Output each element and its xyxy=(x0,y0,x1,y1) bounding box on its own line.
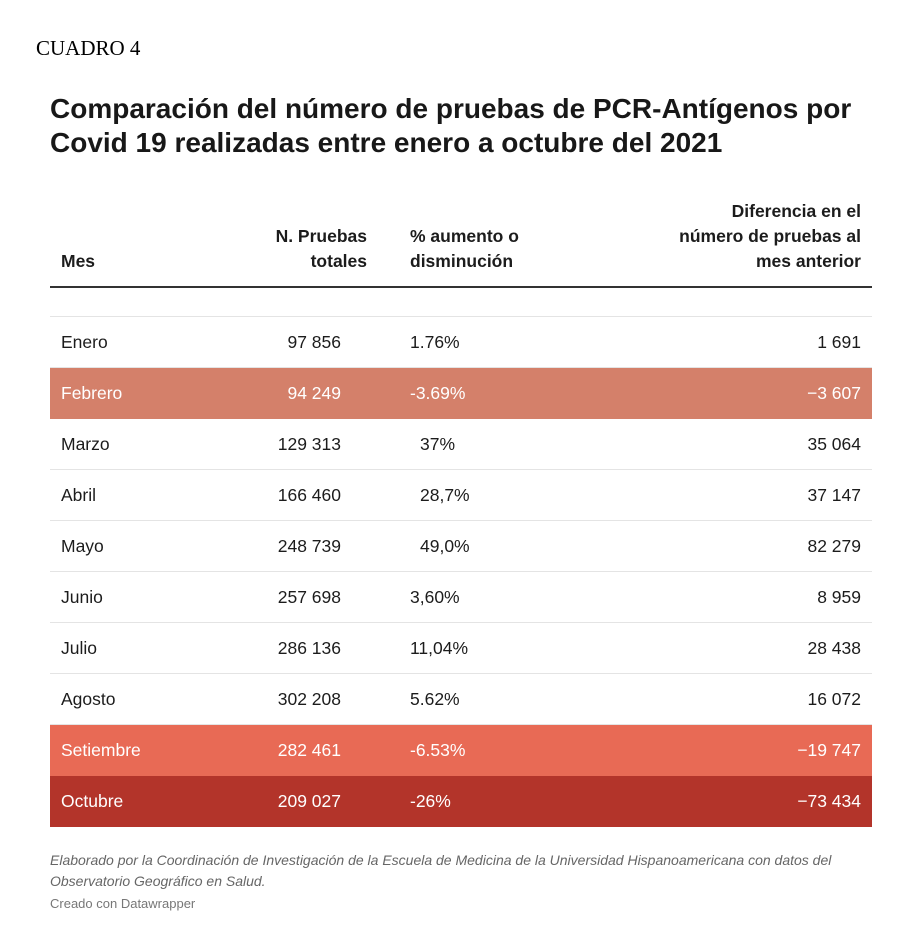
cell-pruebas: 97 856 xyxy=(287,332,341,352)
header-dif-line2: número de pruebas al xyxy=(679,226,861,246)
cell-pruebas: 129 313 xyxy=(277,434,341,454)
header-diferencia: Diferencia en el número de pruebas al me… xyxy=(601,199,861,274)
credit-text: Creado con Datawrapper xyxy=(50,896,196,911)
cell-mes: Enero xyxy=(61,332,108,352)
cell-pct: 5.62% xyxy=(410,689,460,709)
table-row: Marzo 129 313 37% 35 064 xyxy=(50,419,872,470)
cell-diferencia: 37 147 xyxy=(807,485,861,505)
cell-diferencia: 1 691 xyxy=(817,332,861,352)
cell-pct: 3,60% xyxy=(410,587,460,607)
table-body: Enero 97 856 1.76% 1 691 Febrero 94 249 -3.69%… xyxy=(50,317,872,827)
table-row: Julio 286 136 11,04% 28 438 xyxy=(50,623,872,674)
header-dif-line1: Diferencia en el xyxy=(731,201,861,221)
cell-pruebas: 209 027 xyxy=(277,791,341,811)
cell-mes: Agosto xyxy=(61,689,116,709)
cell-pct: 11,04% xyxy=(410,638,469,658)
header-pct-line1: % aumento o xyxy=(410,226,519,246)
cell-diferencia: −73 434 xyxy=(797,791,861,811)
table-row: Junio 257 698 3,60% 8 959 xyxy=(50,572,872,623)
cell-pct: 28,7% xyxy=(420,485,470,505)
cell-mes: Marzo xyxy=(61,434,110,454)
table-header: Mes N. Pruebas totales % aumento o dismi… xyxy=(50,196,872,288)
header-pruebas: N. Pruebas totales xyxy=(207,224,367,274)
cell-diferencia: 8 959 xyxy=(817,587,861,607)
cell-mes: Mayo xyxy=(61,536,104,556)
table-row: Mayo 248 739 49,0% 82 279 xyxy=(50,521,872,572)
cell-pruebas: 248 739 xyxy=(277,536,341,556)
cell-diferencia: −3 607 xyxy=(806,383,861,403)
table-row: Enero 97 856 1.76% 1 691 xyxy=(50,317,872,368)
cell-diferencia: 28 438 xyxy=(807,638,861,658)
cell-pruebas: 257 698 xyxy=(277,587,341,607)
cell-diferencia: 16 072 xyxy=(807,689,861,709)
header-pct-line2: disminución xyxy=(410,251,514,271)
table-label: CUADRO 4 xyxy=(36,36,141,60)
header-spacer xyxy=(50,288,872,317)
cell-mes: Junio xyxy=(61,587,103,607)
header-mes: Mes xyxy=(61,251,96,271)
cell-diferencia: −19 747 xyxy=(797,740,861,760)
cell-pct: -26% xyxy=(410,791,451,811)
table-row: Agosto 302 208 5.62% 16 072 xyxy=(50,674,872,725)
cell-diferencia: 82 279 xyxy=(807,536,861,556)
page-title: Comparación del número de pruebas de PCR… xyxy=(50,93,852,158)
header-pruebas-line2: totales xyxy=(310,251,367,271)
header-pct: % aumento o disminución xyxy=(410,224,580,274)
cell-pruebas: 166 460 xyxy=(277,485,341,505)
cell-pruebas: 282 461 xyxy=(277,740,341,760)
cell-pct: 49,0% xyxy=(420,536,470,556)
cell-pruebas: 302 208 xyxy=(277,689,341,709)
cell-diferencia: 35 064 xyxy=(807,434,861,454)
cell-mes: Julio xyxy=(61,638,97,658)
cell-pct: -6.53% xyxy=(410,740,466,760)
cell-mes: Setiembre xyxy=(61,740,141,760)
source-note: Elaborado por la Coordinación de Investi… xyxy=(50,852,832,889)
cell-mes: Abril xyxy=(61,485,97,505)
cell-pruebas: 94 249 xyxy=(287,383,341,403)
header-dif-line3: mes anterior xyxy=(755,251,861,271)
table-row: Abril 166 460 28,7% 37 147 xyxy=(50,470,872,521)
header-pruebas-line1: N. Pruebas xyxy=(275,226,367,246)
data-table: Mes N. Pruebas totales % aumento o dismi… xyxy=(50,196,872,827)
cell-mes: Febrero xyxy=(61,383,123,403)
table-row: Febrero 94 249 -3.69% −3 607 xyxy=(50,368,872,419)
cell-pct: 1.76% xyxy=(410,332,460,352)
cell-pruebas: 286 136 xyxy=(277,638,341,658)
cell-mes: Octubre xyxy=(61,791,124,811)
cell-pct: -3.69% xyxy=(410,383,466,403)
table-row: Octubre 209 027 -26% −73 434 xyxy=(50,776,872,827)
table-row: Setiembre 282 461 -6.53% −19 747 xyxy=(50,725,872,776)
cell-pct: 37% xyxy=(420,434,456,454)
